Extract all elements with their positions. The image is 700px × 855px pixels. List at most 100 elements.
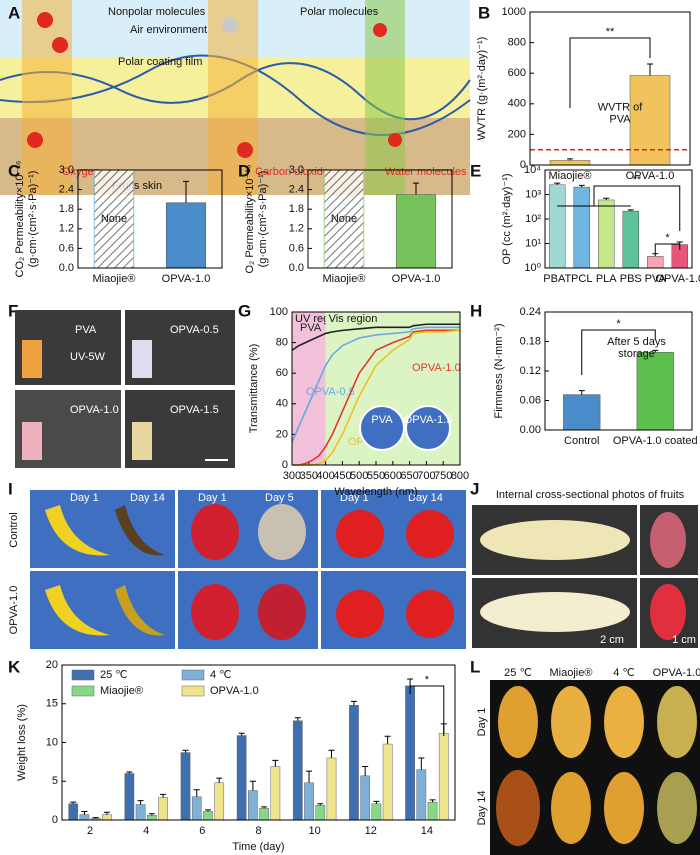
- bar: [349, 705, 359, 821]
- row-label: OPVA-1.0: [8, 586, 20, 635]
- y-tick-label: 40: [276, 398, 288, 410]
- y-tick-label: 20: [46, 659, 58, 671]
- y-axis-label: Firmness (N·mm⁻²): [493, 323, 505, 418]
- bar: [360, 775, 371, 821]
- day-label: Day 1: [198, 492, 227, 504]
- column-label: Miaojie®: [550, 667, 593, 679]
- error-bar: [193, 789, 200, 797]
- series-label: PVA: [300, 322, 322, 334]
- y-tick-label: 10²: [525, 213, 541, 225]
- panel-a: A A Nonpolar molecules Polar molecules A…: [0, 0, 471, 195]
- region-label: Vis region: [329, 313, 378, 325]
- x-tick-label: PBAT: [543, 273, 571, 285]
- na-label: None: [101, 213, 127, 225]
- bar: [68, 803, 79, 821]
- column-label: OPVA-1.0: [653, 667, 700, 679]
- x-tick-label: 12: [365, 825, 377, 837]
- legend-swatch: [71, 669, 95, 681]
- annotation: After 5 days: [607, 336, 666, 348]
- scale-label: 1 cm: [672, 634, 696, 646]
- plot-frame: [544, 169, 693, 269]
- error-bar: [294, 717, 301, 721]
- x-tick-label: PVA: [645, 273, 667, 285]
- sample-label: OPVA-0.5: [170, 324, 219, 336]
- plot-frame: [291, 311, 461, 466]
- bar: [438, 732, 449, 821]
- bracket: [581, 329, 656, 375]
- x-tick-label: 4: [143, 825, 149, 837]
- error-bar: [567, 158, 573, 161]
- bar: [259, 808, 269, 821]
- error-bar: [554, 182, 561, 185]
- bar: [315, 805, 326, 821]
- error-bar: [249, 780, 256, 791]
- x-tick-label: 700: [417, 470, 435, 482]
- annotation: WVTR of: [598, 102, 644, 114]
- panel-letter: A: [8, 3, 20, 22]
- error-bar: [429, 799, 436, 803]
- y-tick-label: 0: [52, 814, 58, 826]
- row-label: Day 1: [476, 708, 488, 737]
- label: Water molecules: [385, 166, 467, 178]
- y-tick-label: 10⁴: [524, 164, 541, 176]
- panel-j: J Internal cross-sectional photos of fru…: [470, 479, 698, 648]
- sample-label: OPVA-1.5: [170, 404, 219, 416]
- y-tick-label: 0.24: [520, 306, 541, 318]
- inset-photo: [359, 405, 405, 451]
- y-tick-label: 0: [520, 159, 526, 171]
- x-tick-label: PBS: [620, 273, 642, 285]
- x-tick-label: 2: [87, 825, 93, 837]
- error-bar: [384, 735, 391, 745]
- plot-frame: [544, 311, 693, 431]
- x-tick-label: 450: [333, 470, 351, 482]
- bar: [371, 803, 382, 821]
- x-tick-label: OPVA-1.0 coated: [613, 435, 698, 447]
- y-axis-label: Transmittance (%): [248, 344, 260, 433]
- bar: [405, 685, 415, 821]
- legend-label: OPVA-1.0: [210, 685, 259, 697]
- x-tick-label: Miaojie®: [549, 170, 592, 182]
- y-tick-label: 3.0: [289, 164, 304, 176]
- label: Polar molecules: [300, 6, 379, 18]
- bracket: [569, 37, 651, 108]
- y-tick-label: 15: [46, 698, 58, 710]
- y-tick-label: 0: [282, 459, 288, 471]
- x-tick-label: 600: [384, 470, 402, 482]
- y-tick-label: 400: [508, 98, 526, 110]
- bar: [382, 743, 393, 821]
- y-axis-label: Weight loss (%): [16, 704, 28, 781]
- error-bar: [603, 197, 610, 200]
- x-axis-label: Time (day): [232, 841, 284, 853]
- error-bar: [413, 182, 419, 195]
- error-bar: [317, 803, 324, 806]
- y-tick-label: 0.0: [59, 262, 74, 274]
- bar: [270, 766, 281, 821]
- label: Nonpolar molecules: [108, 6, 206, 18]
- na-bar: [323, 169, 365, 269]
- y-tick-label: 1000: [502, 6, 526, 18]
- line: [291, 326, 460, 443]
- x-tick-label: Miaojie®: [93, 273, 136, 285]
- sample-label: OPVA-1.0: [70, 404, 119, 416]
- y-axis-label: CO₂ Permeability×10⁻¹⁶: [14, 160, 26, 277]
- error-bar: [148, 813, 155, 816]
- line: [292, 329, 460, 466]
- error-bar: [652, 253, 659, 257]
- y-tick-label: 10⁰: [524, 262, 541, 274]
- panel-letter: I: [8, 479, 13, 498]
- y-tick-label: 0.06: [520, 394, 541, 406]
- row-label: Day 14: [476, 791, 488, 826]
- error-bar: [216, 777, 223, 783]
- error-bar: [418, 757, 425, 770]
- bar: [549, 160, 591, 166]
- bar: [598, 199, 615, 269]
- y-tick-label: 800: [508, 37, 526, 49]
- x-tick-label: PCL: [571, 273, 592, 285]
- error-bar: [652, 349, 659, 353]
- line: [291, 323, 460, 351]
- y-axis-label: OP (cc (m²·day)⁻¹): [501, 173, 513, 264]
- y-tick-label: 5: [52, 775, 58, 787]
- y-tick-label: 2.4: [59, 184, 74, 196]
- na-bar: [93, 169, 135, 269]
- legend-label: 25 ℃: [100, 669, 128, 681]
